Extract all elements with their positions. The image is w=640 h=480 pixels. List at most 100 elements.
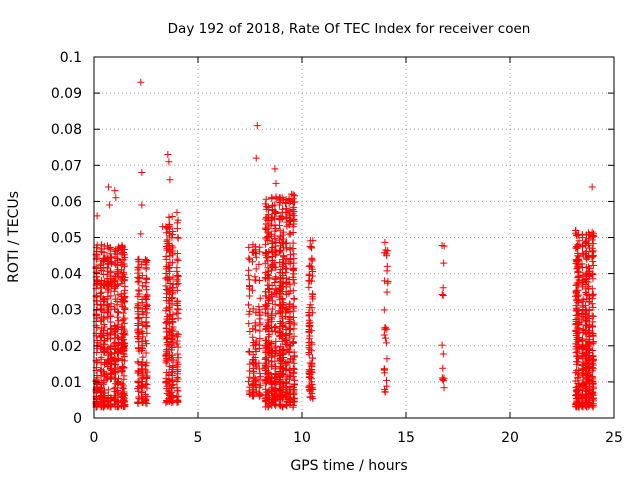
data-point <box>107 325 115 333</box>
data-point <box>108 254 116 262</box>
data-point <box>110 274 118 282</box>
data-point <box>142 282 150 290</box>
data-point <box>574 385 582 393</box>
data-point <box>163 357 171 365</box>
data-point <box>308 244 316 252</box>
data-point <box>120 382 128 390</box>
data-point <box>290 208 298 216</box>
data-point <box>573 265 581 273</box>
data-point <box>98 367 106 375</box>
data-point <box>272 250 280 258</box>
data-point <box>138 298 146 306</box>
data-point <box>120 248 128 256</box>
data-point <box>278 231 286 239</box>
data-point <box>114 291 122 299</box>
data-point <box>588 253 596 261</box>
data-point <box>276 248 284 256</box>
data-point <box>103 253 111 261</box>
y-tick-label: 0.01 <box>51 375 82 391</box>
data-point <box>579 328 587 336</box>
data-point <box>291 376 299 384</box>
data-point <box>173 337 181 345</box>
data-point <box>282 366 290 374</box>
data-point <box>143 257 151 265</box>
data-point <box>574 292 582 300</box>
data-point <box>138 201 146 209</box>
data-point <box>305 283 313 291</box>
data-point <box>93 339 101 347</box>
data-point <box>439 284 447 292</box>
data-point <box>573 305 581 313</box>
data-point <box>163 290 171 298</box>
data-point <box>277 363 285 371</box>
x-axis-label: GPS time / hours <box>290 458 407 474</box>
data-point <box>286 230 294 238</box>
data-point <box>163 273 171 281</box>
data-point <box>139 333 147 341</box>
data-point <box>308 255 316 263</box>
data-point <box>244 271 252 279</box>
data-point <box>252 359 260 367</box>
data-point <box>253 122 261 130</box>
data-point <box>289 338 297 346</box>
data-point <box>111 295 119 303</box>
data-point <box>265 295 273 303</box>
data-point <box>111 358 119 366</box>
data-point <box>165 303 173 311</box>
data-point <box>252 347 260 355</box>
data-point <box>585 376 593 384</box>
data-point <box>134 345 142 353</box>
data-point <box>104 335 112 343</box>
data-point <box>255 303 263 311</box>
data-point <box>264 270 272 278</box>
data-point <box>162 297 170 305</box>
data-point <box>272 310 280 318</box>
data-point <box>276 307 284 315</box>
data-point <box>290 304 298 312</box>
data-point <box>169 339 177 347</box>
data-point <box>288 190 296 198</box>
data-point <box>162 229 170 237</box>
data-point <box>589 240 597 248</box>
data-point <box>165 327 173 335</box>
data-point <box>305 322 313 330</box>
data-point <box>438 290 446 298</box>
data-point <box>173 267 181 275</box>
data-point <box>104 292 112 300</box>
data-point <box>261 224 269 232</box>
data-point <box>159 223 167 231</box>
data-point <box>173 297 181 305</box>
data-point <box>252 309 260 317</box>
data-point <box>121 401 129 409</box>
data-point <box>265 281 273 289</box>
data-point <box>286 281 294 289</box>
data-point <box>583 277 591 285</box>
data-point <box>279 403 287 411</box>
data-point <box>575 325 583 333</box>
data-point <box>286 308 294 316</box>
data-point <box>268 318 276 326</box>
data-point <box>173 368 181 376</box>
data-point <box>383 267 391 275</box>
data-point <box>585 394 593 402</box>
data-point <box>142 380 150 388</box>
data-point <box>97 301 105 309</box>
data-point <box>265 248 273 256</box>
data-point <box>573 256 581 264</box>
data-point <box>282 213 290 221</box>
data-point <box>97 355 105 363</box>
data-point <box>289 244 297 252</box>
data-point <box>575 402 583 410</box>
data-point <box>97 325 105 333</box>
data-point <box>308 304 316 312</box>
data-point <box>262 377 270 385</box>
data-point <box>278 390 286 398</box>
data-point <box>244 378 252 386</box>
data-point <box>135 330 143 338</box>
data-point <box>306 277 314 285</box>
data-point <box>142 349 150 357</box>
data-point <box>118 296 126 304</box>
data-point <box>268 352 276 360</box>
data-point <box>100 380 108 388</box>
